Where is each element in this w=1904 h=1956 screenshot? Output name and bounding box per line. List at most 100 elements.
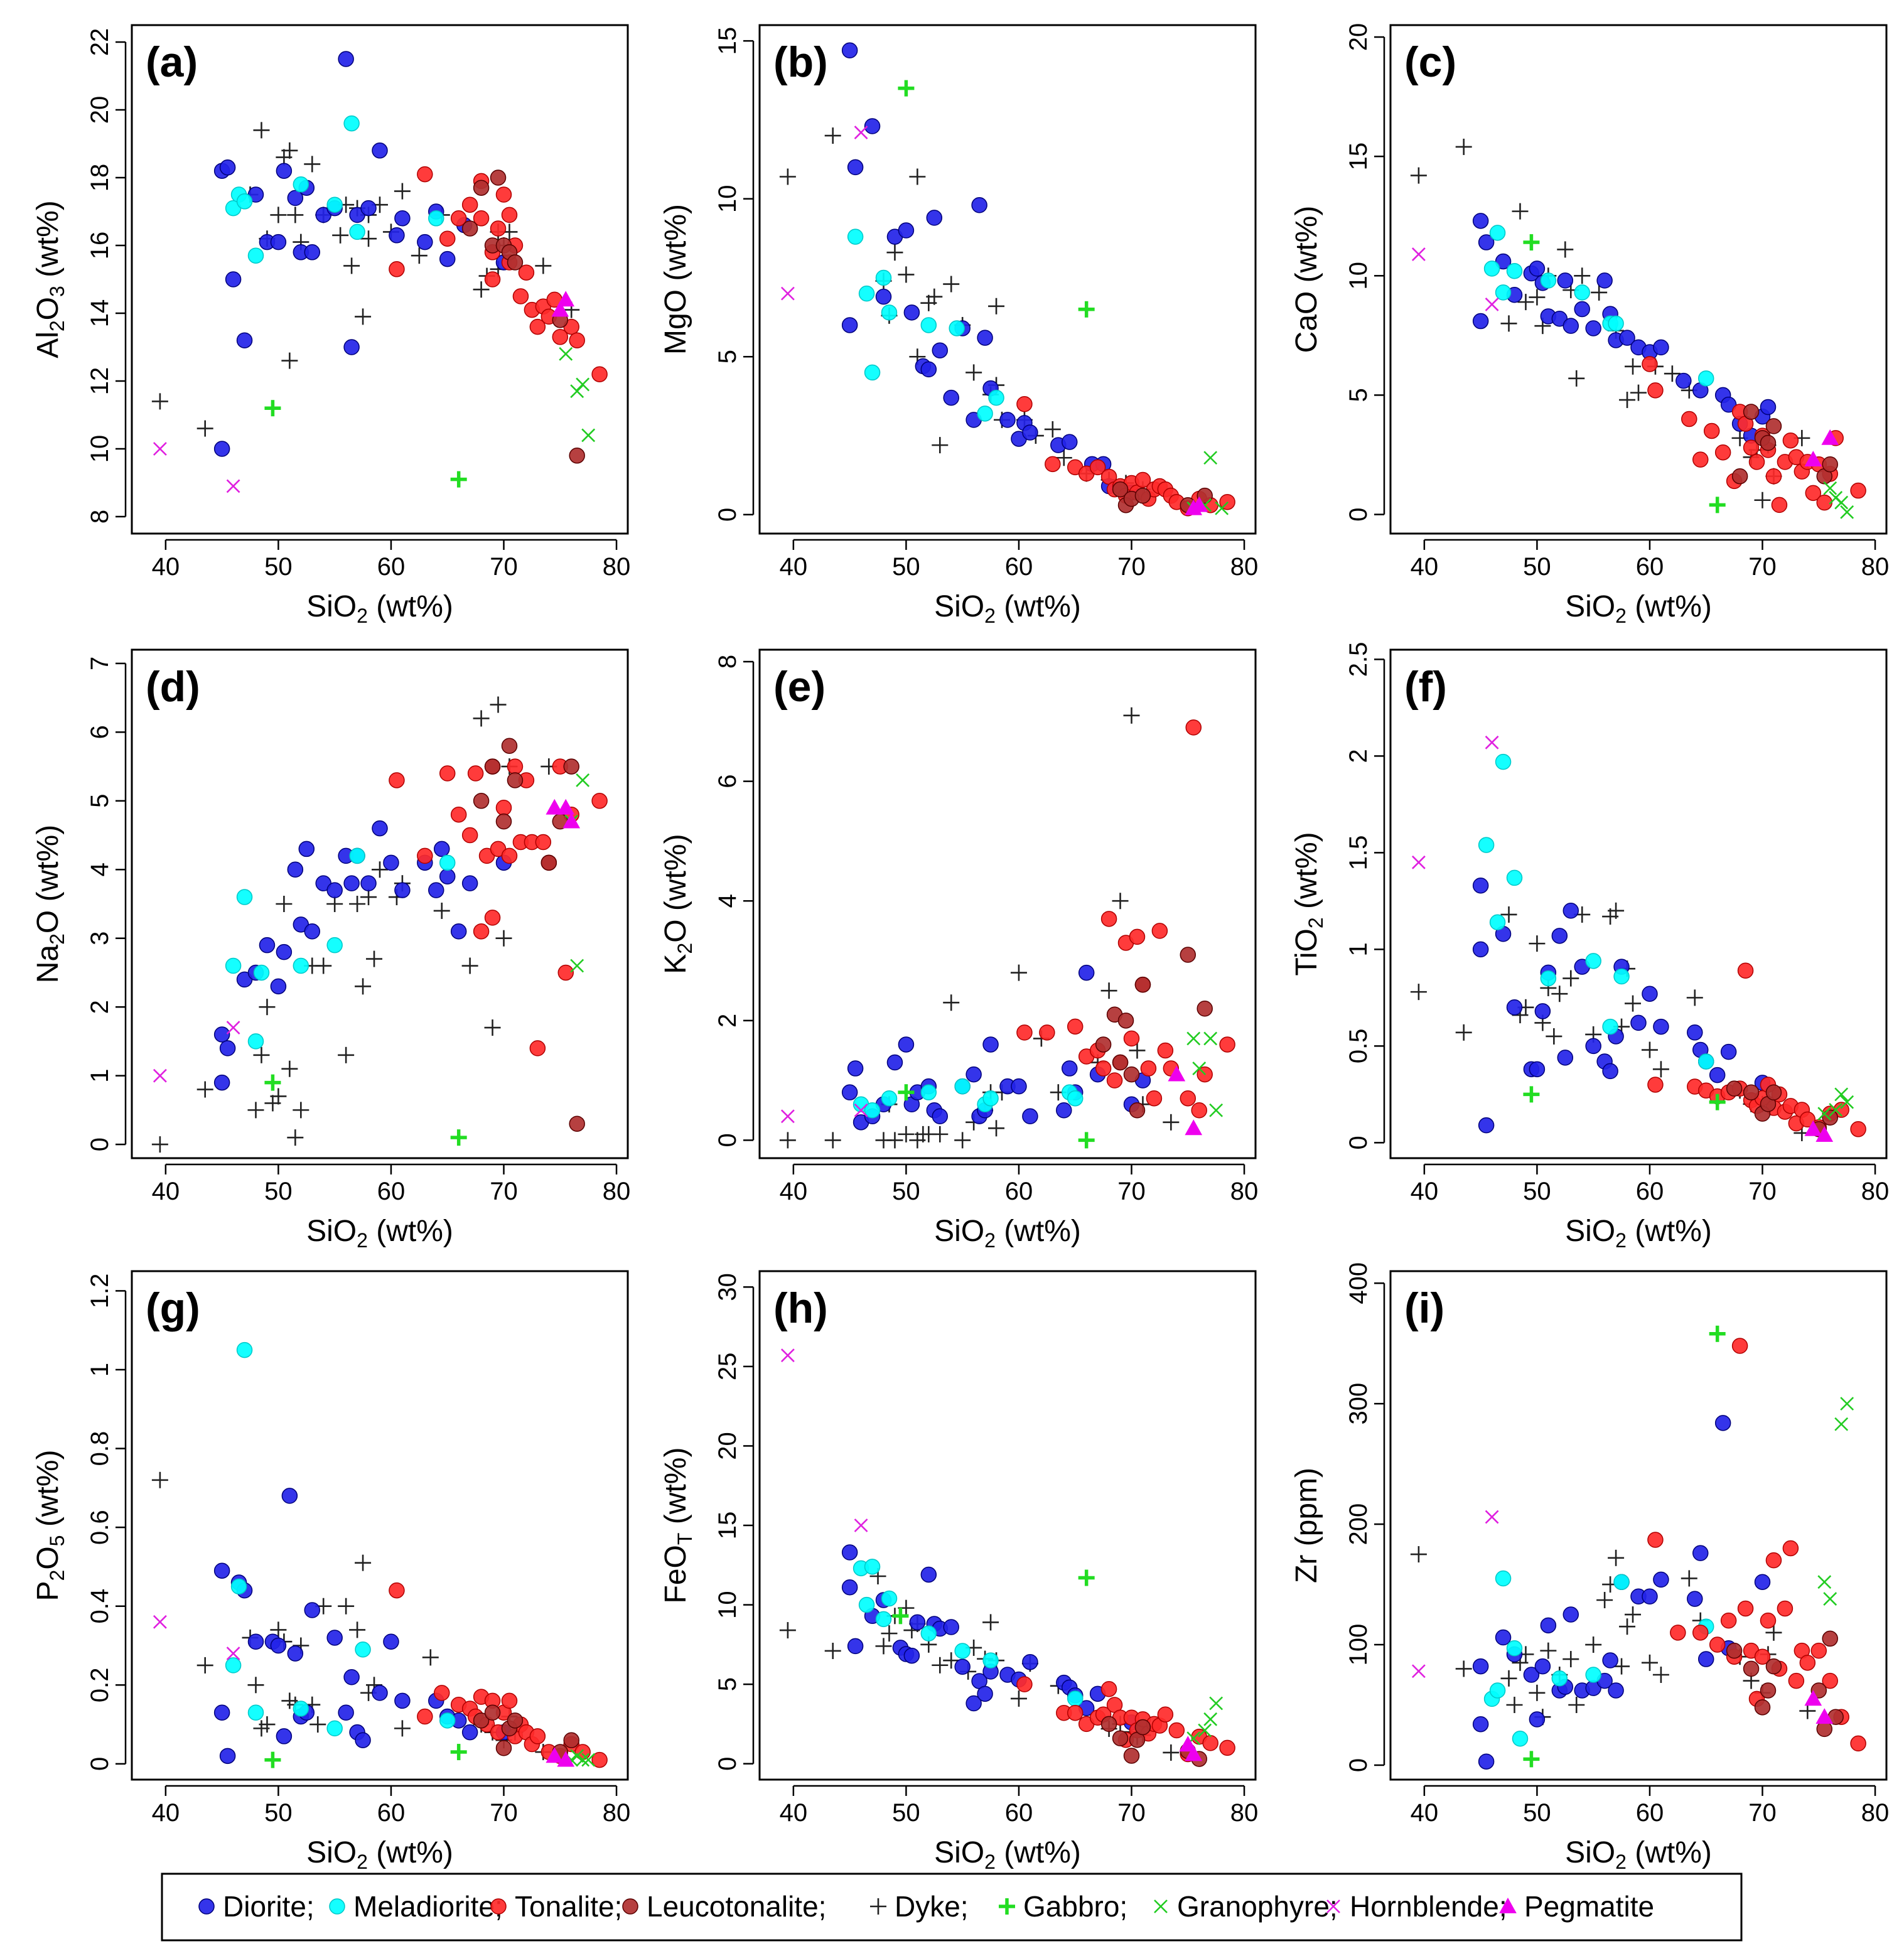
point-pegmatite [546,798,564,815]
point-dyke [1619,392,1636,409]
point-leucotonalite [495,1740,512,1756]
point-granophyre [1817,1107,1832,1121]
point-leucotonalite [1112,481,1129,498]
point-meladiorite [1540,272,1557,289]
point-dyke [824,1132,841,1149]
legend-item-meladiorite: Meladiorite; [329,1890,503,1923]
point-dyke [932,1657,949,1674]
point-gabbro [898,1084,915,1101]
point-granophyre [1834,1087,1849,1102]
panel-letter: (g) [146,1284,200,1332]
point-tonalite [495,800,512,816]
point-diorite [886,1054,903,1071]
legend-label: Diorite; [223,1890,315,1923]
point-dyke [343,257,360,274]
point-tonalite [1805,485,1822,502]
point-granophyre [1203,451,1218,465]
y-tick-label: 25 [714,1353,741,1381]
y-tick-label: 0 [86,1137,114,1151]
y-axis: 0 100 200 300 400 [1345,1262,1385,1772]
point-diorite [1714,1415,1731,1431]
plot-frame [758,648,1257,1159]
point-diorite [1562,903,1579,919]
point-pegmatite [1185,1119,1203,1136]
y-tick-label: 0.6 [86,1510,114,1545]
point-granophyre [1823,481,1837,495]
point-leucotonalite [1765,1084,1782,1101]
point-leucotonalite [563,1732,579,1748]
point-tonalite [591,366,608,382]
point-dyke [1596,1592,1613,1609]
x-tick-label: 80 [1861,1799,1890,1827]
point-diorite [1534,1658,1551,1675]
point-leucotonalite [1760,434,1777,451]
point-gabbro [1078,1569,1095,1586]
data-points [1410,138,1866,519]
point-leucotonalite [1822,456,1838,473]
point-leucotonalite [1112,1730,1129,1746]
x-axis-title: SiO2 (wt%) [306,590,453,627]
point-diorite [841,317,858,333]
point-diorite [270,1637,287,1654]
point-dyke [1613,1658,1630,1675]
point-leucotonalite [1134,976,1151,993]
point-pegmatite [1804,451,1822,467]
legend-marker-leucotonalite [622,1898,638,1915]
x-tick-label: 60 [377,1799,406,1827]
point-granophyre [576,773,590,787]
x-tick-label: 80 [1861,553,1890,581]
point-tonalite [529,1040,546,1056]
point-diorite [1692,1545,1709,1561]
y-tick-label: 30 [714,1273,741,1301]
point-dyke [779,1132,796,1149]
x-tick-label: 40 [780,553,808,581]
plot-frame [131,24,629,535]
point-meladiorite [1585,953,1601,969]
y-tick-label: 7 [86,657,114,670]
point-diorite [213,1562,230,1579]
point-dyke [355,978,372,995]
data-points [151,1341,608,1768]
x-tick-label: 50 [892,1799,920,1827]
legend-item-dyke: Dyke; [870,1890,969,1923]
point-gabbro [1709,1094,1726,1110]
point-diorite [439,868,456,884]
point-diorite [1653,1571,1669,1588]
y-tick-label: 1 [86,1069,114,1083]
point-tonalite [434,1685,450,1701]
panel-g: (g) 40 50 60 70 80 SiO2 (wt%) 0 0.2 0.4 0.6 0.8 1 1.2… [31,1270,630,1873]
point-leucotonalite [1765,418,1782,434]
point-tonalite [552,329,569,345]
point-diorite [1551,928,1568,944]
point-diorite [847,159,864,176]
point-leucotonalite [484,1704,501,1721]
point-tonalite [417,847,433,864]
point-diorite [338,1704,354,1721]
point-diorite [434,841,450,857]
x-axis: 40 50 60 70 80 [780,1785,1258,1827]
x-axis: 40 50 60 70 80 [1411,1785,1890,1827]
point-diorite [225,271,242,287]
point-tonalite [1219,1036,1235,1053]
x-tick-label: 50 [1523,1178,1551,1205]
data-points [151,51,608,493]
point-tonalite [1045,456,1061,473]
point-diorite [1478,234,1495,250]
point-hornblende [780,1348,795,1363]
point-diorite [259,937,276,954]
point-tonalite [1100,911,1117,927]
point-dyke [932,1126,949,1142]
point-diorite [1720,396,1737,413]
point-tonalite [512,288,529,304]
point-dyke [875,1638,892,1655]
panel-c: (c) 40 50 60 70 80 SiO2 (wt%) 0 5 10 15 20 CaO (wt%) [1290,23,1889,627]
data-points [779,1348,1235,1767]
point-diorite [276,943,293,960]
point-meladiorite [247,1704,264,1721]
y-tick-label: 0 [1345,507,1372,521]
point-diorite [932,342,949,358]
y-tick-label: 2.5 [1345,642,1372,677]
point-granophyre [581,1753,596,1767]
point-granophyre [1203,1031,1218,1046]
x-tick-label: 70 [1117,553,1146,581]
